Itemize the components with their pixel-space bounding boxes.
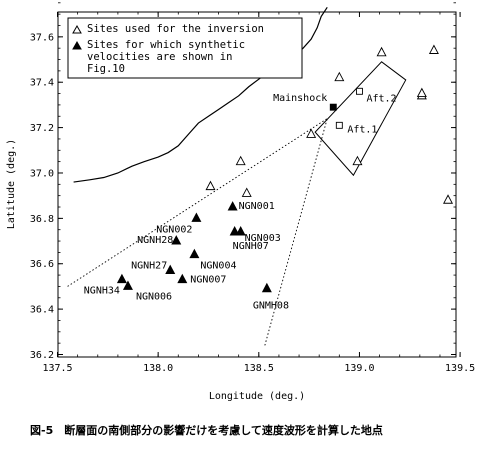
y-tick-label: 36.4: [30, 305, 54, 316]
filled-triangle-marker: [235, 226, 246, 236]
labels-layer: NGN001 NGN002 NGN003 NGN004 NGN006 NGN007 NGNH…: [84, 93, 397, 312]
lines-layer: [67, 61, 407, 346]
site-label-ngnh34: NGNH34: [84, 286, 120, 297]
site-label-ngn006: NGN006: [136, 291, 172, 302]
filled-triangle-marker: [171, 235, 182, 245]
site-label-ngnh27: NGNH27: [131, 261, 167, 272]
legend-entry-0: Sites used for the inversion: [87, 23, 264, 35]
open-triangle-marker: [376, 46, 387, 57]
x-axis-title: Longitude (deg.): [209, 391, 305, 402]
site-label-ngn004: NGN004: [200, 261, 236, 272]
open-triangle-marker: [235, 155, 246, 166]
filled-triangle-marker: [116, 273, 127, 284]
site-label-ngn003: NGN003: [245, 233, 281, 244]
filled-triangle-marker: [177, 273, 188, 284]
site-label-ngnh28: NGNH28: [137, 235, 173, 246]
dotted-line: [67, 118, 328, 287]
filled-triangle-marker: [261, 282, 272, 293]
legend-entry-1-line-3: Fig.10: [87, 63, 125, 75]
x-tick-label: 137.5: [42, 363, 72, 374]
filled-triangle-marker: [189, 248, 200, 259]
ticks: 137.5 138.0 138.5 139.0 139.5 36.2 36.4 36.6 36.…: [30, 2, 475, 374]
open-triangle-marker: [205, 180, 216, 191]
filled-triangle-marker: [227, 201, 238, 211]
y-tick-label: 37.4: [30, 78, 54, 89]
legend-box: [67, 17, 303, 79]
y-tick-label: 36.2: [30, 350, 54, 361]
site-label-gnmh08: GNMH08: [253, 301, 289, 312]
points-layer: [116, 44, 454, 293]
legend-filled-triangle-icon: [72, 40, 82, 50]
open-triangle-marker: [352, 155, 363, 166]
coastline: [73, 7, 328, 183]
y-tick-label: 37.6: [30, 32, 54, 43]
y-tick-label: 36.8: [30, 214, 54, 225]
coastline-layer: [73, 7, 328, 183]
x-tick-label: 138.0: [143, 363, 173, 374]
figure-caption: 図-5 断層面の南側部分の影響だけを考慮して速度波形を計算した地点: [30, 424, 383, 437]
site-label-mainshock: Mainshock: [273, 93, 327, 104]
legend-open-triangle-icon: [72, 24, 82, 34]
site-label-ngn001: NGN001: [239, 201, 275, 212]
open-triangle-marker: [241, 187, 252, 197]
site-label-ngn002: NGN002: [156, 224, 192, 235]
y-tick-label: 37.2: [30, 123, 54, 134]
dotted-line: [264, 118, 328, 346]
site-label-ngn007: NGN007: [190, 275, 226, 286]
legend-entry-1-line-1: Sites for which synthetic: [87, 39, 245, 51]
filled-triangle-marker: [165, 264, 176, 275]
open-triangle-marker: [416, 87, 427, 98]
site-label-aft-1: Aft.1: [347, 124, 377, 135]
x-tick-label: 138.5: [244, 363, 274, 374]
site-label-ngnh07: NGNH07: [233, 241, 269, 252]
aftershock-marker: [335, 121, 343, 129]
y-tick-label: 36.6: [30, 259, 54, 270]
x-tick-label: 139.5: [445, 363, 475, 374]
filled-triangle-marker: [229, 226, 240, 236]
open-triangle-marker: [334, 71, 345, 82]
aftershock-marker: [356, 87, 363, 95]
fault-plane-rectangle: [314, 61, 407, 177]
site-label-aft-2: Aft.2: [366, 93, 396, 104]
y-axis-title: Latitude (deg.): [6, 139, 17, 229]
mainshock-marker: [329, 103, 337, 111]
legend: Sites used for the inversion Sites for w…: [67, 17, 303, 79]
open-triangle-marker: [443, 194, 454, 204]
open-triangle-marker: [306, 128, 317, 138]
x-tick-label: 139.0: [344, 363, 374, 374]
filled-triangle-marker: [191, 212, 202, 222]
filled-triangle-marker: [122, 280, 133, 290]
y-tick-label: 37.0: [30, 168, 54, 179]
open-triangle-marker: [428, 44, 439, 54]
legend-entry-1-line-2: velocities are shown in: [87, 51, 232, 63]
